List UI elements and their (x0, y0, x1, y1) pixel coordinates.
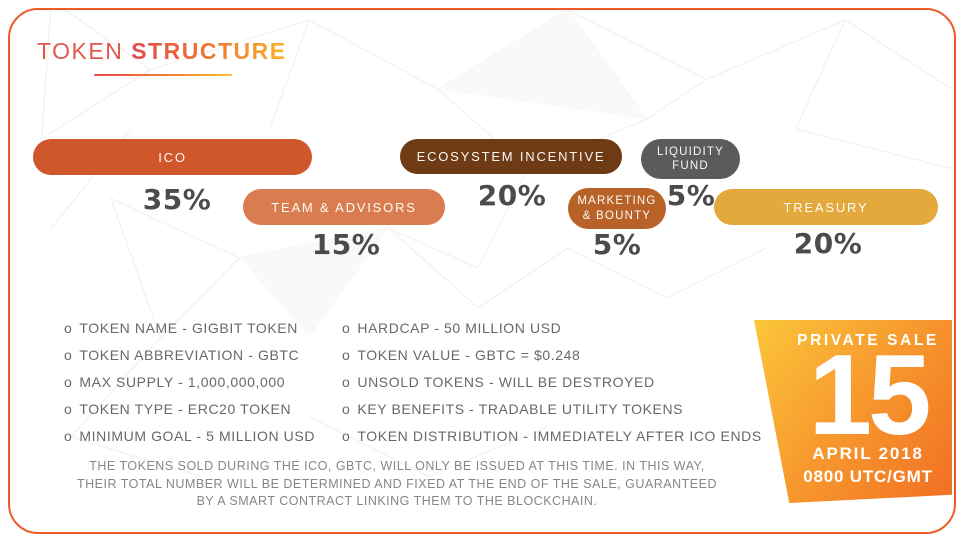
bullet: o (64, 427, 73, 444)
pill-team-advisors-percent: 15% (311, 228, 381, 261)
bullet: o (64, 319, 73, 336)
private-sale-day: 15 (808, 332, 932, 459)
bullet: o (64, 400, 73, 417)
list-item-text: HARDCAP - 50 MILLION USD (357, 319, 562, 336)
pill-ico: ICO (33, 139, 312, 175)
list-item-text: UNSOLD TOKENS - WILL BE DESTROYED (357, 373, 655, 390)
private-sale-time: 0800 UTC/GMT (803, 467, 933, 487)
bullet: o (64, 346, 73, 363)
bullet: o (342, 346, 351, 363)
list-item: o HARDCAP - 50 MILLION USD (342, 314, 762, 341)
list-item-text: KEY BENEFITS - TRADABLE UTILITY TOKENS (357, 400, 684, 417)
list-item: o UNSOLD TOKENS - WILL BE DESTROYED (342, 368, 762, 395)
private-sale-kicker: PRIVATE SALE (797, 332, 939, 349)
pill-ecosystem-incentive: ECOSYSTEM INCENTIVE (400, 139, 622, 174)
bullet: o (342, 400, 351, 417)
pill-liquidity-fund-label-line1: LIQUIDITY (656, 145, 725, 158)
page-title: TOKEN STRUCTURE (37, 38, 287, 65)
bullet: o (342, 427, 351, 444)
list-item: o KEY BENEFITS - TRADABLE UTILITY TOKENS (342, 395, 762, 422)
list-item: o TOKEN DISTRIBUTION - IMMEDIATELY AFTER … (342, 422, 762, 449)
list-item: o MINIMUM GOAL - 5 MILLION USD (64, 422, 315, 449)
pill-ecosystem-incentive-percent: 20% (477, 179, 547, 212)
bullet: o (64, 373, 73, 390)
list-item: o TOKEN ABBREVIATION - GBTC (64, 341, 315, 368)
content-card: TOKEN STRUCTURE ICO 35% TEAM & ADVISORS … (8, 8, 956, 534)
page-title-bold: STRUCTURE (131, 38, 287, 64)
list-item-text: MINIMUM GOAL - 5 MILLION USD (79, 427, 316, 444)
pill-team-advisors: TEAM & ADVISORS (243, 189, 445, 225)
pill-liquidity-fund: LIQUIDITY FUND (641, 139, 740, 179)
list-item-text: TOKEN VALUE - GBTC = $0.248 (357, 346, 581, 363)
private-sale-month: APRIL 2018 (812, 444, 924, 464)
list-item-text: MAX SUPPLY - 1,000,000,000 (79, 373, 286, 390)
token-details-left-column: o TOKEN NAME - GIGBIT TOKEN o TOKEN ABBREV… (64, 314, 315, 449)
list-item: o TOKEN VALUE - GBTC = $0.248 (342, 341, 762, 368)
pill-ecosystem-incentive-label: ECOSYSTEM INCENTIVE (416, 149, 606, 164)
pill-ico-label: ICO (158, 149, 187, 165)
list-item-text: TOKEN DISTRIBUTION - IMMEDIATELY AFTER I… (357, 427, 762, 444)
list-item: o MAX SUPPLY - 1,000,000,000 (64, 368, 315, 395)
private-sale-badge: PRIVATE SALE 15 APRIL 2018 0800 UTC/GMT (754, 320, 952, 503)
list-item-text: TOKEN NAME - GIGBIT TOKEN (79, 319, 298, 336)
pill-team-advisors-label: TEAM & ADVISORS (271, 199, 417, 215)
bullet: o (342, 373, 351, 390)
list-item: o TOKEN TYPE - ERC20 TOKEN (64, 395, 315, 422)
pill-treasury-label: TREASURY (783, 199, 869, 215)
pill-ico-percent: 35% (142, 183, 212, 216)
list-item: o TOKEN NAME - GIGBIT TOKEN (64, 314, 315, 341)
title-underline-decoration (94, 74, 232, 76)
token-details-right-column: o HARDCAP - 50 MILLION USD o TOKEN VALUE -… (342, 314, 762, 449)
pill-liquidity-fund-label-line2: FUND (672, 160, 709, 172)
pill-treasury-percent: 20% (793, 227, 863, 260)
list-item-text: TOKEN TYPE - ERC20 TOKEN (79, 400, 292, 417)
pill-marketing-bounty-percent: 5% (592, 228, 642, 261)
bullet: o (342, 319, 351, 336)
page-title-regular: TOKEN (37, 38, 124, 64)
pill-treasury: TREASURY (714, 189, 938, 225)
list-item-text: TOKEN ABBREVIATION - GBTC (79, 346, 300, 363)
ico-footnote-text: THE TOKENS SOLD DURING THE ICO, GBTC, WI… (77, 459, 717, 508)
